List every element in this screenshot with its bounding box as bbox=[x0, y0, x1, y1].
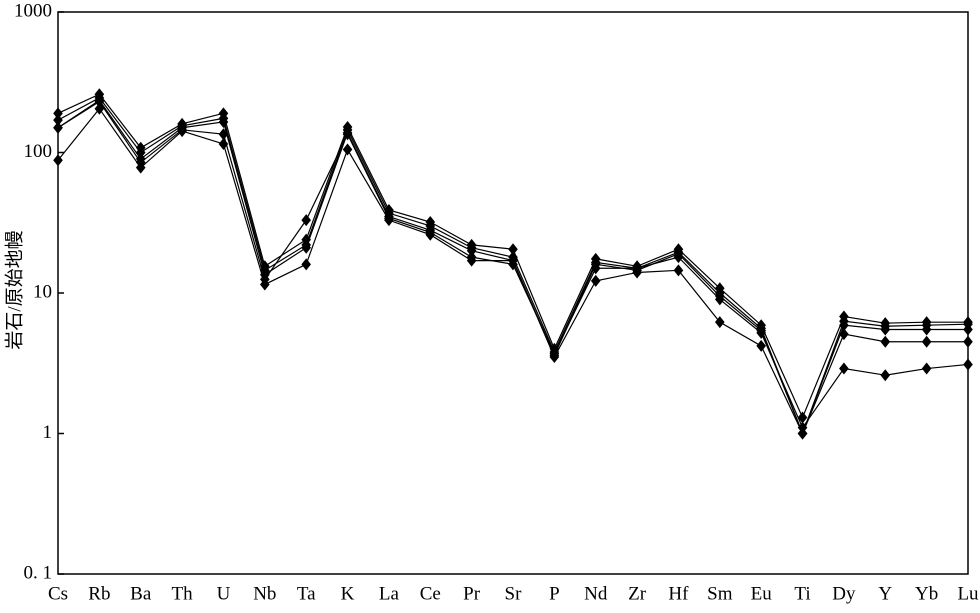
data-point bbox=[425, 226, 436, 239]
data-point bbox=[94, 102, 105, 115]
x-tick-label: Pr bbox=[463, 583, 481, 604]
x-tick-label: Rb bbox=[88, 583, 110, 604]
x-tick-label: Yb bbox=[915, 583, 938, 604]
y-tick-label: 0. 1 bbox=[24, 562, 53, 583]
data-point bbox=[921, 323, 932, 336]
data-point bbox=[673, 264, 684, 277]
x-tick-label: La bbox=[379, 583, 400, 604]
x-tick-label: Zr bbox=[628, 583, 647, 604]
data-point bbox=[53, 107, 63, 120]
data-point bbox=[177, 123, 187, 136]
x-tick-label: Ba bbox=[130, 583, 152, 604]
x-tick-label: Nb bbox=[253, 583, 276, 604]
x-tick-label: Hf bbox=[668, 583, 689, 604]
plot-frame bbox=[57, 11, 969, 575]
data-point bbox=[549, 347, 560, 360]
x-tick-label: Eu bbox=[751, 583, 773, 604]
data-point bbox=[301, 214, 311, 227]
data-point bbox=[590, 274, 601, 287]
x-tick-label: Y bbox=[878, 583, 892, 604]
data-point bbox=[797, 421, 808, 434]
data-point bbox=[715, 316, 725, 329]
data-point bbox=[963, 323, 973, 336]
data-point bbox=[756, 326, 766, 339]
x-tick-label: Dy bbox=[832, 583, 856, 604]
data-point bbox=[963, 358, 973, 371]
series-line bbox=[57, 107, 968, 435]
x-tick-label: Ce bbox=[420, 583, 441, 604]
x-tick-label: Lu bbox=[957, 583, 979, 604]
data-point bbox=[880, 369, 891, 382]
data-point bbox=[135, 156, 146, 169]
data-point bbox=[466, 244, 477, 257]
data-point bbox=[715, 293, 725, 306]
x-tick-label: Sr bbox=[505, 583, 523, 604]
y-tick-label: 10 bbox=[33, 281, 52, 302]
data-point bbox=[342, 143, 353, 156]
data-point bbox=[384, 212, 394, 225]
x-tick-label: Ta bbox=[297, 583, 316, 604]
data-point bbox=[508, 258, 518, 271]
data-point bbox=[508, 243, 518, 256]
data-point bbox=[921, 335, 932, 348]
x-tick-label: Nd bbox=[584, 583, 608, 604]
data-point bbox=[301, 258, 311, 271]
data-point bbox=[880, 335, 891, 348]
x-tick-label: Sm bbox=[707, 583, 733, 604]
data-point bbox=[53, 121, 63, 134]
data-point bbox=[53, 114, 63, 127]
data-point bbox=[839, 319, 849, 332]
data-point bbox=[135, 146, 146, 159]
data-point bbox=[218, 137, 229, 150]
data-point bbox=[590, 262, 601, 275]
x-tick-label: Th bbox=[172, 583, 194, 604]
data-point bbox=[921, 362, 932, 375]
data-point bbox=[94, 95, 105, 108]
data-point bbox=[880, 323, 891, 336]
data-point bbox=[53, 154, 63, 167]
x-tick-label: U bbox=[217, 583, 231, 604]
x-tick-label: K bbox=[341, 583, 355, 604]
data-point bbox=[756, 339, 766, 352]
data-point bbox=[260, 273, 270, 286]
data-point bbox=[839, 362, 849, 375]
data-point bbox=[797, 411, 808, 424]
data-point bbox=[632, 262, 642, 275]
x-tick-label: Cs bbox=[48, 583, 68, 604]
data-point bbox=[218, 115, 229, 128]
data-point bbox=[839, 328, 849, 341]
x-tick-label: Ti bbox=[794, 583, 810, 604]
data-point bbox=[673, 251, 684, 264]
data-point bbox=[963, 335, 973, 348]
data-point bbox=[301, 241, 311, 254]
x-tick-label: P bbox=[549, 583, 560, 604]
data-point bbox=[342, 128, 353, 141]
y-tick-label: 1 bbox=[43, 422, 53, 443]
y-axis-label: 岩石/原始地幔 bbox=[3, 230, 25, 349]
data-point bbox=[218, 128, 229, 141]
y-tick-label: 100 bbox=[24, 141, 53, 162]
data-point bbox=[466, 251, 477, 264]
y-tick-label: 1000 bbox=[14, 0, 52, 21]
